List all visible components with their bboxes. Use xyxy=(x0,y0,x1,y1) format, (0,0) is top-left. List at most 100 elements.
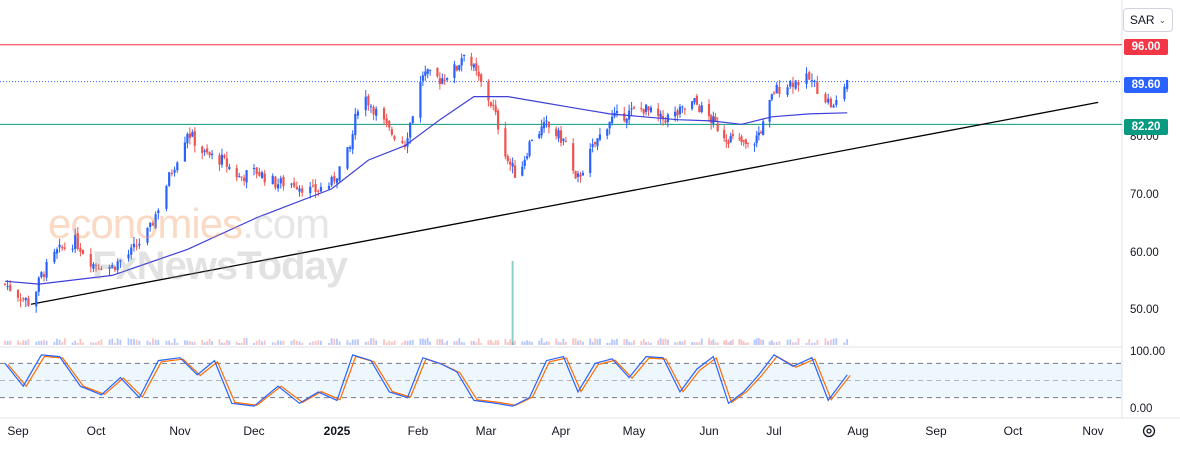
volume-bar xyxy=(591,341,594,345)
volume-bar xyxy=(58,339,61,345)
candle-body xyxy=(71,248,74,250)
candle-body xyxy=(808,72,811,80)
volume-bar xyxy=(53,341,56,345)
candle-body xyxy=(338,166,341,181)
candle-body xyxy=(470,56,473,66)
candle-body xyxy=(55,249,59,254)
candle-body xyxy=(327,185,331,189)
candle-body xyxy=(276,184,280,189)
volume-bar xyxy=(816,340,819,345)
volume-bar xyxy=(193,341,196,345)
candle-body xyxy=(411,116,414,124)
settings-gear-icon[interactable] xyxy=(1141,423,1157,439)
candle-body xyxy=(674,111,677,117)
candle-body xyxy=(540,126,543,136)
candle-body xyxy=(309,186,312,194)
candle-body xyxy=(346,147,349,169)
volume-bar xyxy=(206,341,209,345)
candle-body xyxy=(419,81,422,118)
volume-bar xyxy=(426,338,429,345)
volume-bar xyxy=(100,339,103,345)
volume-bar xyxy=(662,339,664,345)
candle-body xyxy=(487,81,490,101)
volume-bar xyxy=(723,340,726,345)
volume-bar xyxy=(757,338,760,345)
candle-body xyxy=(228,166,231,169)
volume-bar xyxy=(56,338,58,345)
volume-bar xyxy=(492,342,495,345)
volume-bar xyxy=(186,340,189,345)
candle-body xyxy=(409,122,412,138)
candle-body xyxy=(19,299,22,301)
volume-bar xyxy=(152,338,154,345)
volume-bar xyxy=(562,338,565,345)
volume-bar xyxy=(740,339,743,345)
candle-body xyxy=(301,188,304,193)
candle-body xyxy=(173,169,176,173)
volume-bar xyxy=(557,341,560,345)
volume-bar xyxy=(119,339,122,345)
x-tick: Oct xyxy=(86,424,106,438)
volume-bar xyxy=(843,342,846,345)
watermark-economies: economies.com xyxy=(48,200,330,247)
volume-bar xyxy=(792,342,794,345)
candle-body xyxy=(681,106,684,108)
candle-body xyxy=(829,98,833,108)
volume-bar xyxy=(762,339,765,345)
candle-body xyxy=(151,222,155,226)
candle-body xyxy=(53,251,56,263)
volume-bar xyxy=(455,341,458,345)
volume-bar xyxy=(436,339,439,345)
volume-bar xyxy=(599,338,601,345)
volume-bar xyxy=(789,339,792,345)
volume-bar xyxy=(298,341,301,345)
candle-body xyxy=(723,129,726,139)
volume-bar xyxy=(108,339,111,345)
volume-bar xyxy=(346,340,349,345)
candle-body xyxy=(725,139,728,142)
x-tick: Sep xyxy=(7,424,29,438)
candle-body xyxy=(154,214,157,228)
candle-body xyxy=(690,101,694,109)
volume-bar xyxy=(351,339,354,345)
candle-body xyxy=(113,266,117,270)
candle-body xyxy=(463,54,466,56)
candle-body xyxy=(138,243,141,246)
volume-bar xyxy=(411,339,414,345)
volume-bar xyxy=(564,341,567,345)
volume-bar xyxy=(263,340,266,345)
candle-body xyxy=(22,298,25,300)
volume-bar xyxy=(738,339,741,345)
candle-body xyxy=(492,104,495,106)
volume-bar xyxy=(135,339,138,345)
volume-bar xyxy=(45,340,48,345)
volume-bar xyxy=(317,340,320,345)
currency-selector[interactable]: SAR ⌄ xyxy=(1123,8,1173,32)
volume-bar xyxy=(528,341,531,345)
candle-body xyxy=(746,142,750,144)
candle-body xyxy=(712,116,715,124)
candle-body xyxy=(625,118,628,123)
candle-body xyxy=(74,234,77,249)
volume-bar xyxy=(824,338,827,345)
volume-bar xyxy=(114,342,116,345)
x-tick: Feb xyxy=(407,424,429,438)
volume-bar xyxy=(149,342,152,345)
candle-body xyxy=(293,182,296,187)
candle-body xyxy=(789,80,792,87)
candle-body xyxy=(727,141,730,145)
candle-body xyxy=(27,297,30,306)
volume-bar xyxy=(295,341,298,345)
volume-bar xyxy=(560,342,562,345)
volume-bar xyxy=(725,339,728,345)
candle-body xyxy=(642,108,645,114)
candle-body xyxy=(100,269,103,271)
volume-bar xyxy=(393,340,396,345)
volume-bar xyxy=(333,338,336,345)
candle-body xyxy=(424,71,427,76)
volume-bar xyxy=(640,341,643,345)
volume-bar xyxy=(811,342,813,345)
candle-body xyxy=(335,178,339,184)
candle-body xyxy=(146,227,149,243)
